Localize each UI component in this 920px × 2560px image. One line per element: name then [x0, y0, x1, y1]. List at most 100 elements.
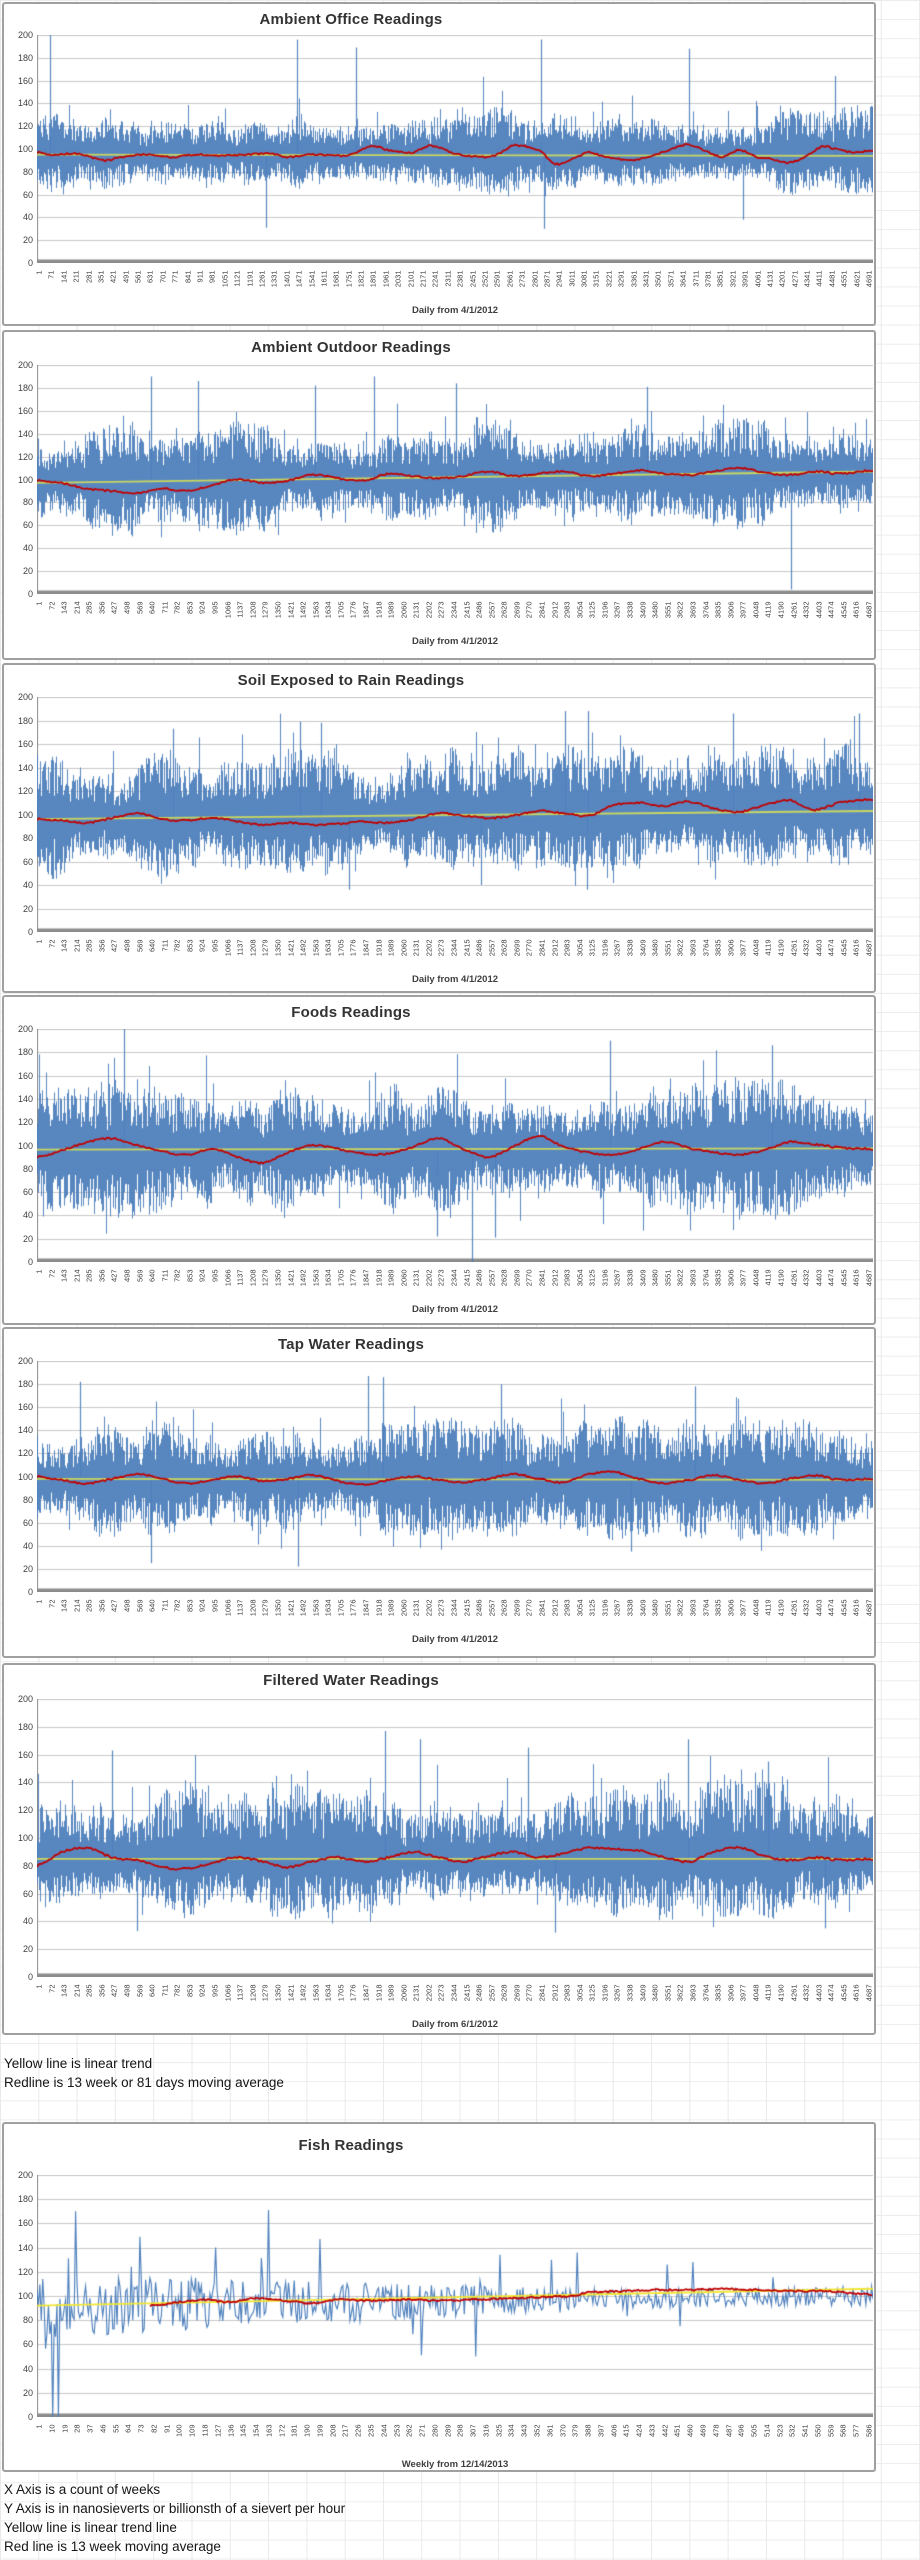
- x-tick-label: 1776: [348, 939, 358, 957]
- x-tick-label: 1492: [298, 601, 308, 619]
- x-tick-label: 427: [109, 1984, 119, 1998]
- x-tick-label: 496: [736, 2424, 746, 2438]
- x-tick-label: 1705: [336, 601, 346, 619]
- x-tick-label: 118: [200, 2424, 210, 2437]
- x-tick-label: 3409: [638, 1984, 648, 2002]
- chart-tap-water[interactable]: Tap Water Readings 200 180 160 140 120 100 80 60…: [2, 1327, 876, 1658]
- x-tick-label: 1421: [286, 1269, 295, 1287]
- x-tick-label: 1471: [294, 270, 304, 288]
- x-tick-label: 853: [185, 1269, 195, 1283]
- x-tick-label: 1: [34, 1269, 44, 1274]
- x-tick-label: 4261: [789, 1984, 799, 2002]
- chart-ambient-office[interactable]: Ambient Office Readings 200 180 160 140 120 10…: [2, 2, 876, 326]
- x-tick-label: 1634: [323, 1984, 333, 2002]
- x-tick-label: 46: [98, 2424, 108, 2433]
- x-tick-label: 1137: [235, 601, 245, 618]
- x-tick-label: 1563: [311, 939, 321, 957]
- x-tick-label: 478: [711, 2424, 721, 2438]
- x-tick-label: 782: [172, 1599, 182, 1613]
- x-tick-label: 2171: [418, 270, 428, 288]
- x-tick-label: 3480: [650, 939, 660, 957]
- x-tick-label: 3267: [612, 1269, 622, 1287]
- x-tick-label: 2628: [499, 939, 509, 957]
- x-tick-label: 568: [838, 2424, 848, 2438]
- x-tick-label: 4474: [826, 1269, 836, 1287]
- x-tick-label: 4048: [751, 1984, 761, 2002]
- chart-filtered-water[interactable]: Filtered Water Readings 200 180 160 140 120 10…: [2, 1663, 876, 2035]
- x-tick-label: 498: [122, 1599, 132, 1613]
- x-tick-label: 711: [160, 601, 170, 614]
- x-tick-label: 3054: [575, 1984, 585, 2002]
- x-tick-label: 3977: [738, 1599, 748, 1617]
- chart-ambient-outdoor[interactable]: Ambient Outdoor Readings 200 180 160 140 120 1…: [2, 330, 876, 660]
- x-tick-label: 352: [532, 2424, 542, 2438]
- x-tick-label: 2486: [474, 939, 484, 957]
- chart-foods[interactable]: Foods Readings 200 180 160 140 120 100 80 60 40 20…: [2, 995, 876, 1325]
- x-tick-label: 4119: [763, 939, 773, 956]
- x-tick-label: 433: [647, 2424, 657, 2438]
- x-tick-label: 4691: [864, 270, 874, 288]
- x-tick-label: 2060: [399, 1984, 409, 2002]
- x-tick-label: 3764: [701, 939, 710, 957]
- x-tick-label: 3196: [600, 601, 610, 619]
- x-tick-label: 4687: [864, 1984, 874, 2002]
- x-axis-caption: Daily from 4/1/2012: [411, 636, 499, 647]
- x-tick-label: 2202: [424, 939, 434, 957]
- y-tick-label: 40: [22, 2363, 33, 2374]
- x-tick-label: 2557: [487, 1984, 497, 2002]
- x-tick-label: 1066: [223, 1269, 233, 1287]
- x-tick-label: 1350: [273, 1599, 283, 1617]
- x-tick-label: 2060: [399, 1269, 409, 1287]
- x-tick-label: 3081: [579, 270, 589, 288]
- x-tick-label: 351: [96, 270, 106, 284]
- chart-fish[interactable]: Fish Readings 200 180 160 140 120 100 80 60 40 20 0…: [2, 2122, 876, 2472]
- x-tick-label: 782: [172, 939, 182, 953]
- y-tick-label: 40: [22, 543, 33, 554]
- x-tick-label: 2131: [411, 601, 421, 619]
- x-tick-label: 4332: [801, 1269, 811, 1287]
- x-tick-label: 1137: [235, 1269, 245, 1286]
- x-tick-label: 285: [84, 1269, 94, 1283]
- x-tick-label: 415: [621, 2424, 631, 2438]
- x-tick-label: 397: [596, 2424, 606, 2438]
- x-tick-label: 1611: [319, 270, 329, 287]
- y-tick-label: 200: [17, 1694, 33, 1704]
- x-tick-label: 711: [160, 1599, 170, 1612]
- x-tick-label: 3693: [688, 1599, 698, 1617]
- x-tick-label: 640: [147, 1984, 157, 1998]
- x-tick-label: 2101: [406, 270, 416, 288]
- x-tick-label: 3011: [567, 270, 577, 287]
- x-tick-label: 4190: [776, 601, 786, 619]
- x-tick-label: 3361: [629, 270, 639, 288]
- x-tick-label: 550: [813, 2424, 823, 2438]
- x-tick-label: 4687: [864, 601, 874, 619]
- chart-title-filtered-water: Filtered Water Readings: [263, 1672, 439, 1689]
- x-tick-label: 356: [97, 1984, 107, 1998]
- x-tick-label: 4403: [814, 601, 824, 619]
- x-tick-label: 924: [197, 939, 207, 953]
- plot-canvas-fish: [37, 2175, 873, 2417]
- x-tick-label: 640: [147, 1599, 157, 1613]
- x-tick-label: 3641: [678, 270, 688, 288]
- x-tick-label: 1350: [273, 601, 283, 619]
- x-tick-label: 1350: [273, 939, 283, 957]
- x-tick-label: 1918: [374, 939, 384, 957]
- x-tick-label: 3409: [638, 939, 648, 957]
- y-tick-label: 0: [27, 2412, 33, 2422]
- x-tick-label: 2770: [524, 939, 534, 957]
- x-tick-label: 1891: [368, 270, 378, 288]
- y-tick-label: 160: [17, 75, 33, 86]
- x-tick-label: 1279: [260, 1269, 270, 1287]
- x-tick-label: 2415: [462, 1599, 472, 1617]
- x-tick-label: 711: [160, 1269, 170, 1282]
- x-tick-label: 1492: [298, 1984, 308, 2002]
- chart-title-tap-water: Tap Water Readings: [277, 1336, 425, 1353]
- x-tick-label: 1421: [286, 1599, 295, 1617]
- y-tick-label: 180: [17, 2194, 33, 2205]
- x-tick-label: 2344: [449, 1984, 459, 2002]
- x-tick-label: 361: [545, 2424, 555, 2438]
- x-tick-label: 379: [570, 2424, 580, 2438]
- x-tick-label: 82: [149, 2424, 159, 2433]
- chart-soil-exposed-to-rain[interactable]: Soil Exposed to Rain Readings 200 180 160 14…: [2, 663, 876, 993]
